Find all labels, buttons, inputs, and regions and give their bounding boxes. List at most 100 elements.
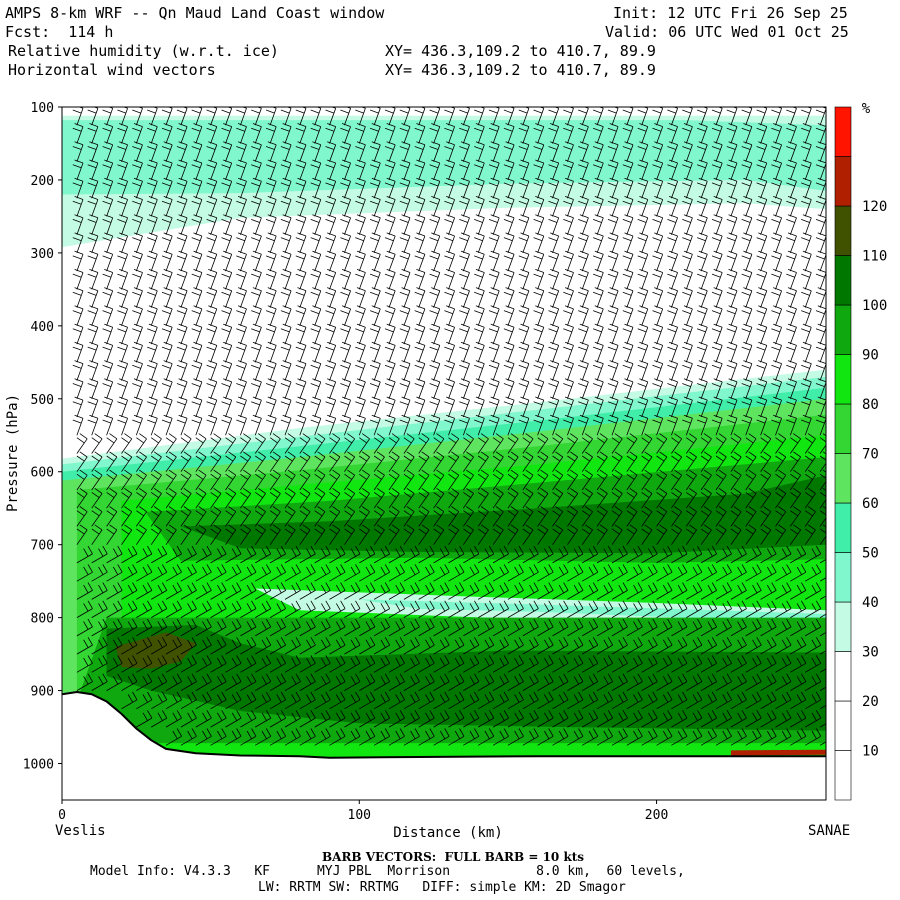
wind-barb (191, 123, 203, 144)
wind-barb (790, 691, 807, 710)
wind-barb (804, 524, 816, 545)
wind-barb (191, 305, 203, 326)
wind-barb (225, 673, 242, 691)
wind-barb (641, 524, 653, 545)
wind-barb (592, 269, 604, 290)
wind-barb (325, 232, 337, 254)
wind-barb (459, 107, 470, 126)
wind-barb (790, 673, 807, 691)
wind-barb (403, 710, 420, 728)
wind-barb (667, 323, 678, 345)
wind-barb (265, 305, 277, 326)
wind-barb (715, 582, 732, 600)
wind-barb (102, 414, 114, 436)
wind-barb (478, 600, 495, 618)
wind-barb (474, 250, 485, 272)
wind-barb (667, 177, 678, 199)
wind-barb (373, 487, 385, 509)
wind-barb (369, 341, 381, 363)
wind-barb (622, 141, 634, 162)
wind-barb (388, 451, 400, 472)
wind-barb (652, 414, 664, 436)
wind-barb (775, 637, 792, 655)
wind-barb (756, 196, 768, 217)
wind-barb (671, 655, 688, 673)
wind-barb (147, 269, 158, 290)
valid-time: Valid: 06 UTC Wed 01 Oct 25 (605, 23, 849, 41)
wind-barb (611, 710, 628, 728)
wind-barb (236, 159, 247, 181)
wind-barb (477, 469, 489, 491)
wind-barb (563, 141, 574, 162)
wind-barb (265, 414, 277, 436)
wind-barb (552, 487, 564, 509)
wind-barb (414, 396, 426, 418)
wind-barb (622, 287, 634, 308)
wind-barb (611, 545, 628, 564)
wind-barb (72, 250, 84, 272)
wind-barb (280, 141, 292, 162)
wind-barb (533, 107, 545, 126)
wind-barb (741, 177, 753, 199)
wind-barb (340, 232, 351, 254)
wind-barb (760, 655, 777, 673)
wind-barb (715, 600, 732, 618)
wind-barb (715, 691, 732, 710)
wind-barb (221, 414, 233, 436)
wind-barb (474, 232, 485, 254)
init-time: Init: 12 UTC Fri 26 Sep 25 (613, 4, 848, 22)
wind-barb (805, 655, 822, 673)
wind-barb (656, 545, 673, 564)
wind-barb (745, 600, 762, 618)
wind-barb (775, 545, 792, 564)
wind-barb (611, 469, 623, 491)
wind-barb (444, 196, 455, 217)
wind-barb (641, 564, 658, 582)
wind-barb (596, 655, 614, 673)
wind-barb (578, 287, 589, 308)
wind-barb (567, 637, 584, 655)
y-tick-label: 400 (31, 320, 54, 335)
wind-barb (210, 728, 227, 746)
wind-barb (582, 637, 599, 655)
wind-barb (492, 451, 504, 472)
wind-barb (626, 564, 643, 582)
wind-barb (314, 506, 326, 527)
wind-barb (578, 159, 589, 181)
wind-barb (715, 506, 727, 527)
colorbar-swatch (834, 601, 852, 652)
wind-barb (325, 250, 337, 272)
wind-barb (533, 378, 545, 399)
wind-barb (611, 524, 623, 545)
wind-barb (596, 564, 614, 582)
wind-barb (711, 141, 723, 162)
wind-barb (622, 269, 634, 290)
wind-barb (682, 232, 693, 254)
wind-barb (507, 545, 524, 564)
wind-barb (685, 451, 697, 472)
wind-barb (448, 487, 460, 509)
wind-barb (462, 451, 474, 472)
wind-barb (492, 655, 509, 673)
wind-barb (819, 559, 826, 564)
wind-barb (87, 214, 99, 235)
wind-barb (240, 673, 257, 691)
wind-barb (254, 506, 266, 527)
wind-barb (388, 506, 400, 527)
wind-barb (641, 469, 653, 491)
wind-barb (537, 469, 549, 491)
wind-barb (786, 177, 797, 199)
wind-barb (685, 433, 697, 454)
wind-barb (596, 582, 614, 600)
wind-barb (210, 524, 222, 545)
wind-barb (522, 545, 539, 564)
wind-barb (641, 582, 658, 600)
wind-barb (548, 396, 560, 418)
wind-barb (607, 378, 619, 399)
wind-barb (641, 673, 658, 691)
wind-barb (176, 396, 188, 418)
wind-barb (399, 107, 411, 126)
wind-barb (195, 451, 207, 472)
wind-barb (418, 469, 430, 491)
wind-barb (444, 232, 455, 254)
